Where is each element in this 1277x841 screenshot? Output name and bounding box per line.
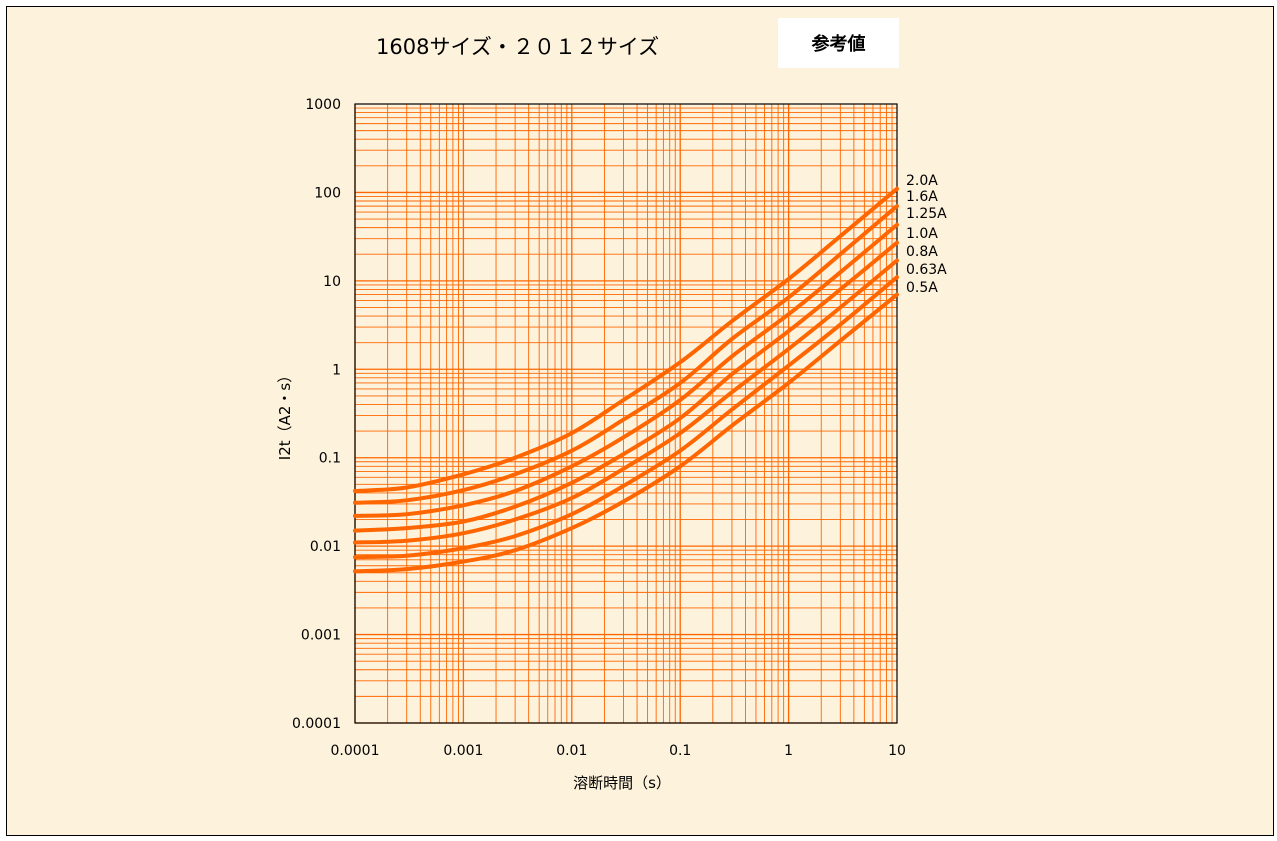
x-tick-label: 0.0001 <box>331 743 380 759</box>
y-tick-label: 10 <box>323 274 341 290</box>
plot-border <box>354 103 898 724</box>
y-tick-label: 1000 <box>305 97 341 113</box>
y-tick-label: 100 <box>314 185 341 201</box>
reference-value-badge: 参考値 <box>778 18 899 68</box>
series-label-0.8A: 0.8A <box>906 244 938 260</box>
series-label-1.25A: 1.25A <box>906 206 947 222</box>
y-tick-labels: 0.0001 0.001 0.01 0.1 1 10 100 1000 <box>292 97 341 732</box>
series-line-1.0A <box>353 240 899 533</box>
grid <box>354 104 897 724</box>
series-label-1.0A: 1.0A <box>906 226 938 242</box>
x-tick-label: 0.001 <box>443 743 483 759</box>
series-line-0.5A <box>353 292 899 574</box>
chart-title: 1608サイズ・２０１２サイズ <box>376 35 660 59</box>
y-axis-label: I2t（A2・s） <box>276 368 294 460</box>
chart-frame <box>6 6 1274 836</box>
y-tick-label: 1 <box>332 362 341 378</box>
x-axis-label: 溶断時間（s） <box>573 774 671 792</box>
x-tick-label: 10 <box>888 743 906 759</box>
y-tick-label: 0.1 <box>319 451 341 467</box>
x-tick-label: 1 <box>784 743 793 759</box>
series-labels: 2.0A1.6A1.25A 1.0A 0.8A 0.63A 0.5A <box>906 173 947 296</box>
series-line-1.6A <box>353 204 899 505</box>
series-line-0.8A <box>353 258 899 545</box>
x-tick-label: 0.1 <box>669 743 691 759</box>
y-tick-label: 0.01 <box>310 539 341 555</box>
series-label-0.63A: 0.63A <box>906 262 947 278</box>
x-tick-labels: 0.0001 0.001 0.01 0.1 1 10 <box>331 743 906 759</box>
series-label-0.5A: 0.5A <box>906 280 938 296</box>
x-tick-label: 0.01 <box>556 743 587 759</box>
series-line-0.63A <box>353 275 899 560</box>
y-tick-label: 0.0001 <box>292 716 341 732</box>
y-tick-label: 0.001 <box>301 628 341 644</box>
series-label-1.6A: 1.6A <box>906 189 938 205</box>
series-label-2.0A: 2.0A <box>906 173 938 189</box>
series-line-2.0A <box>353 186 899 493</box>
series-line-1.25A <box>353 222 899 518</box>
series-group <box>353 186 899 574</box>
